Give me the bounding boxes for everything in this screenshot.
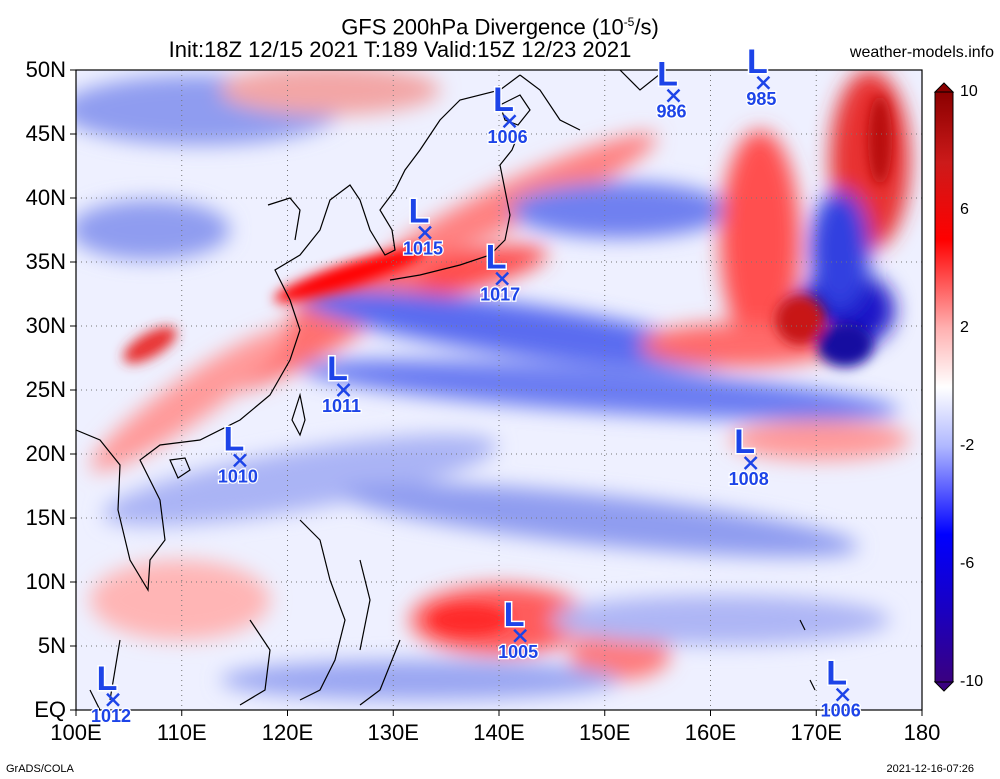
lon-tick-label: 170E bbox=[790, 720, 842, 745]
chart-title-line2: Init:18Z 12/15 2021 T:189 Valid:15Z 12/2… bbox=[168, 37, 632, 62]
low-pressure-value: 1006 bbox=[821, 701, 861, 721]
low-pressure-markers: L 1006 L 986 L 985 L 1015 L 1017 L 1011 L 1010 L 1008 L 1… bbox=[90, 41, 862, 727]
low-center-x-icon bbox=[666, 88, 681, 103]
footer-software: GrADS/COLA bbox=[6, 763, 74, 775]
low-pressure-value: 1012 bbox=[91, 706, 131, 726]
low-pressure-center: L 1017 bbox=[479, 237, 522, 306]
lon-tick-label: 110E bbox=[156, 720, 207, 745]
lat-tick-label: 35N bbox=[25, 249, 66, 274]
colorbar-tick-label: 10 bbox=[960, 83, 978, 100]
graticule bbox=[76, 70, 922, 710]
axis-ticks bbox=[70, 69, 923, 716]
lat-tick-label: 40N bbox=[25, 185, 66, 210]
low-pressure-center: L 1005 bbox=[497, 594, 540, 663]
lat-tick-label: 30N bbox=[25, 313, 66, 338]
low-letter: L bbox=[504, 596, 525, 634]
low-pressure-value: 1005 bbox=[498, 642, 538, 662]
lat-tick-label: 20N bbox=[25, 441, 66, 466]
low-letter: L bbox=[97, 660, 118, 698]
lat-tick-label: 5N bbox=[37, 633, 66, 658]
low-center-x-icon bbox=[513, 628, 528, 643]
lon-tick-label: 100E bbox=[50, 720, 102, 745]
low-letter: L bbox=[734, 423, 755, 461]
lon-tick-label: 180 bbox=[903, 720, 941, 745]
low-pressure-center: L 1015 bbox=[402, 191, 445, 260]
low-center-x-icon bbox=[502, 114, 517, 129]
low-center-x-icon bbox=[336, 383, 351, 397]
credit-label: weather-models.info bbox=[849, 44, 994, 61]
low-center-x-icon bbox=[495, 271, 510, 286]
colorbar-tick-label: 6 bbox=[960, 201, 969, 218]
colorbar-tick-label: 2 bbox=[960, 319, 969, 336]
lat-tick-label: 50N bbox=[25, 57, 66, 82]
low-letter: L bbox=[486, 239, 507, 277]
low-pressure-center: L 1006 bbox=[486, 80, 529, 149]
low-pressure-center: L 986 bbox=[655, 54, 688, 123]
colorbar-tick-label: -6 bbox=[960, 555, 975, 572]
lon-tick-label: 150E bbox=[579, 720, 631, 745]
low-letter: L bbox=[826, 655, 847, 693]
low-pressure-value: 1006 bbox=[488, 127, 528, 147]
divergence-field bbox=[76, 70, 922, 710]
low-letter: L bbox=[657, 56, 678, 94]
low-pressure-value: 1011 bbox=[322, 396, 361, 416]
low-center-x-icon bbox=[418, 225, 432, 240]
chart-title-line1: GFS 200hPa Divergence (10-5/s) bbox=[341, 14, 659, 40]
lon-tick-label: 120E bbox=[261, 720, 314, 745]
low-pressure-value: 985 bbox=[746, 89, 776, 109]
colorbar bbox=[933, 82, 955, 692]
low-pressure-center: L 985 bbox=[745, 41, 778, 110]
lon-tick-label: 160E bbox=[684, 720, 737, 745]
low-pressure-value: 986 bbox=[656, 102, 686, 122]
lat-tick-label: EQ bbox=[34, 697, 66, 722]
low-letter: L bbox=[327, 350, 348, 388]
low-letter: L bbox=[409, 193, 430, 231]
low-center-x-icon bbox=[835, 687, 850, 702]
colorbar-tick-label: -2 bbox=[960, 437, 975, 454]
lat-tick-label: 10N bbox=[25, 569, 66, 594]
low-center-x-icon bbox=[756, 75, 771, 90]
lat-tick-label: 15N bbox=[25, 505, 66, 530]
low-center-x-icon bbox=[106, 692, 120, 707]
low-pressure-value: 1010 bbox=[218, 466, 258, 486]
low-pressure-center: L 1011 bbox=[321, 349, 363, 418]
footer-timestamp: 2021-12-16-07:26 bbox=[886, 763, 974, 775]
lat-tick-label: 25N bbox=[25, 377, 66, 402]
low-pressure-value: 1015 bbox=[403, 239, 443, 259]
colorbar-tick-label: -10 bbox=[960, 673, 984, 690]
low-pressure-center: L 1006 bbox=[819, 653, 862, 722]
low-pressure-center: L 1008 bbox=[727, 421, 770, 490]
low-center-x-icon bbox=[233, 453, 247, 468]
low-pressure-center: L 1012 bbox=[90, 658, 133, 727]
coastlines bbox=[76, 70, 816, 710]
low-letter: L bbox=[493, 81, 514, 119]
low-pressure-center: L 1010 bbox=[217, 419, 260, 488]
lon-tick-label: 140E bbox=[473, 720, 525, 745]
low-letter: L bbox=[224, 420, 245, 458]
lat-tick-label: 45N bbox=[25, 121, 66, 146]
low-pressure-value: 1008 bbox=[729, 469, 769, 489]
low-pressure-value: 1017 bbox=[480, 285, 520, 305]
low-letter: L bbox=[747, 43, 768, 81]
low-center-x-icon bbox=[743, 456, 758, 470]
lon-tick-label: 130E bbox=[367, 720, 419, 745]
